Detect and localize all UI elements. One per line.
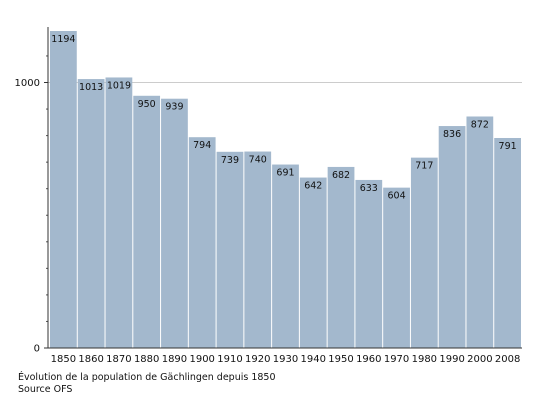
x-tick-label-1930: 1930	[273, 354, 298, 365]
bar-1940	[299, 177, 327, 348]
data-label-2000: 872	[471, 119, 489, 130]
x-tick-label-1970: 1970	[384, 354, 409, 365]
bar-1950	[327, 166, 355, 348]
x-tick-label-1880: 1880	[134, 354, 159, 365]
x-tick-label-1920: 1920	[245, 354, 270, 365]
bar-1990	[438, 126, 466, 348]
data-label-1890: 939	[165, 102, 183, 113]
data-label-1940: 642	[304, 181, 322, 192]
data-label-1870: 1019	[107, 80, 131, 91]
x-tick-label-1900: 1900	[189, 354, 214, 365]
data-label-1990: 836	[443, 129, 461, 140]
data-label-1860: 1013	[79, 82, 103, 93]
x-tick-label-1990: 1990	[439, 354, 464, 365]
data-label-1950: 682	[332, 170, 350, 181]
bar-1880	[133, 95, 161, 348]
bar-1930	[272, 164, 299, 348]
y-tick-label: 1000	[15, 78, 40, 89]
x-tick-label-2000: 2000	[467, 354, 492, 365]
data-label-1910: 739	[221, 155, 239, 166]
data-label-1930: 691	[276, 168, 294, 179]
bar-2000	[466, 116, 494, 349]
x-tick-label-1980: 1980	[412, 354, 437, 365]
bar-1870	[105, 77, 133, 348]
data-label-1960: 633	[360, 183, 378, 194]
data-label-2008: 791	[499, 141, 517, 152]
data-label-1880: 950	[138, 99, 156, 110]
bar-1920	[244, 151, 272, 348]
x-tick-label-1870: 1870	[106, 354, 131, 365]
bar-1900	[188, 137, 216, 348]
y-tick-label: 0	[34, 344, 40, 355]
x-tick-label-1940: 1940	[301, 354, 326, 365]
data-label-1850: 1194	[51, 34, 75, 45]
bar-1970	[383, 187, 410, 348]
bar-1890	[161, 98, 188, 348]
chart-caption-title: Évolution de la population de Gächlingen…	[18, 372, 276, 383]
x-tick-label-1950: 1950	[328, 354, 353, 365]
x-tick-label-1890: 1890	[162, 354, 187, 365]
bar-1860	[77, 79, 105, 348]
bar-1980	[410, 157, 438, 348]
chart-caption-source: Source OFS	[18, 384, 73, 395]
x-tick-label-1860: 1860	[78, 354, 103, 365]
data-label-1970: 604	[387, 191, 405, 202]
bar-2008	[494, 137, 521, 348]
x-tick-label-1850: 1850	[51, 354, 76, 365]
data-label-1920: 740	[249, 155, 267, 166]
x-tick-label-1960: 1960	[356, 354, 381, 365]
bar-1850	[50, 31, 77, 348]
data-label-1900: 794	[193, 140, 211, 151]
x-tick-label-2008: 2008	[495, 354, 520, 365]
x-tick-label-1910: 1910	[217, 354, 242, 365]
bar-1960	[355, 179, 383, 348]
bar-1910	[216, 151, 244, 348]
data-label-1980: 717	[415, 161, 433, 172]
